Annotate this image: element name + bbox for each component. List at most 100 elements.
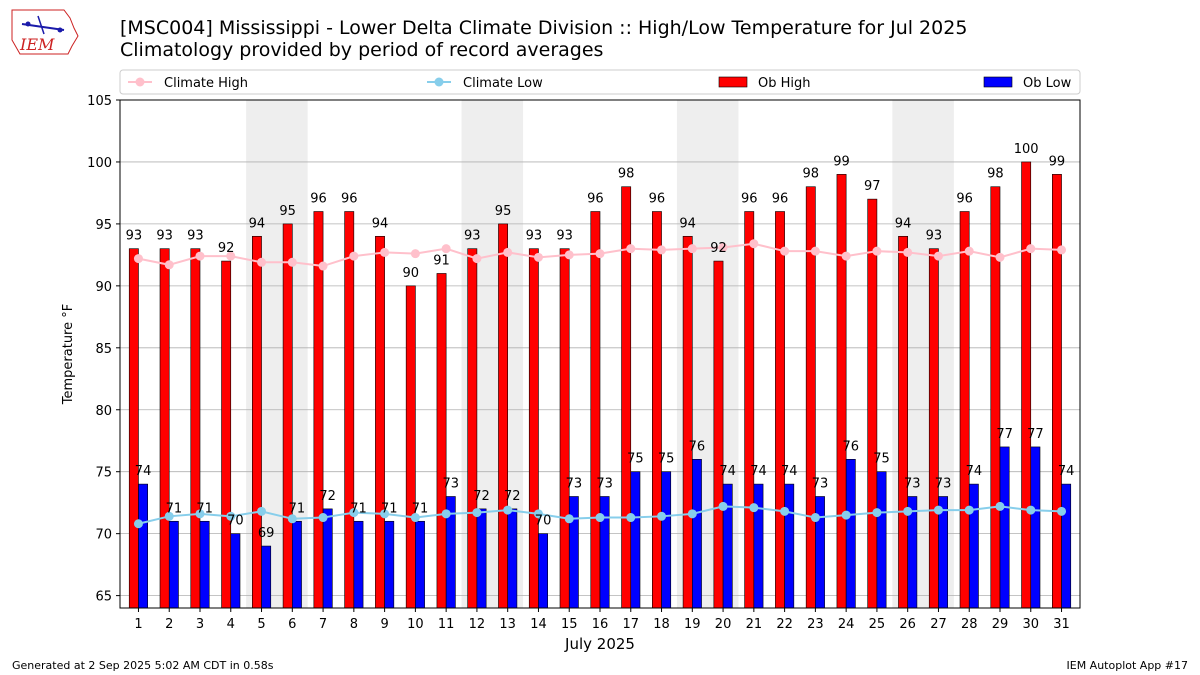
ob-high-bar	[221, 260, 232, 609]
x-tick-label: 8	[350, 617, 358, 632]
climate-high-point	[410, 249, 420, 259]
climate-high-point	[195, 251, 205, 261]
climate-low-point	[257, 506, 267, 516]
ob-high-bar	[959, 211, 970, 609]
x-tick-label: 13	[499, 617, 516, 632]
climate-high-point	[933, 251, 943, 261]
x-tick-label: 12	[469, 617, 486, 632]
y-tick-label: 95	[95, 218, 112, 233]
climate-high-point	[995, 252, 1005, 262]
ob-low-label: 73	[566, 476, 583, 491]
x-tick-label: 28	[961, 617, 978, 632]
y-tick-label: 75	[95, 466, 112, 481]
climate-low-point	[164, 511, 174, 521]
climate-high-point	[533, 252, 543, 262]
ob-low-label: 74	[135, 464, 152, 479]
y-tick-label: 100	[87, 156, 112, 171]
ob-low-label: 77	[1027, 427, 1044, 442]
legend-ob-low-label: Ob Low	[1023, 76, 1072, 91]
ob-high-bar	[1052, 174, 1062, 609]
x-axis-label: July 2025	[564, 635, 635, 653]
ob-high-label: 96	[587, 192, 604, 207]
ob-low-bar	[538, 533, 548, 609]
ob-high-label: 97	[864, 179, 881, 194]
climate-high-point	[318, 261, 328, 271]
ob-high-label: 96	[310, 192, 327, 207]
ob-low-label: 73	[935, 476, 952, 491]
ob-high-label: 98	[802, 167, 819, 182]
ob-high-bar	[836, 174, 847, 609]
ob-high-label: 98	[987, 167, 1004, 182]
ob-low-bar	[630, 471, 641, 609]
iem-logo-text: IEM	[19, 35, 55, 54]
climate-high-point	[657, 245, 667, 255]
climate-high-point	[687, 244, 697, 254]
climate-high-point	[441, 244, 451, 254]
climate-high-point	[1057, 245, 1067, 255]
climate-high-point	[595, 249, 605, 259]
ob-low-bar	[661, 471, 672, 609]
x-tick-label: 6	[288, 617, 296, 632]
ob-high-bar	[713, 260, 724, 609]
climate-low-point	[380, 509, 390, 519]
climate-high-point	[749, 239, 759, 249]
ob-high-bar	[405, 285, 416, 609]
y-tick-label: 105	[87, 94, 112, 109]
ob-high-bar	[467, 248, 478, 609]
ob-high-label: 96	[741, 192, 758, 207]
ob-low-label: 73	[904, 476, 921, 491]
x-tick-label: 23	[807, 617, 824, 632]
climate-low-point	[657, 511, 667, 521]
ob-low-label: 77	[996, 427, 1013, 442]
ob-low-label: 71	[412, 501, 429, 516]
ob-low-label: 76	[842, 439, 859, 454]
climate-low-point	[472, 508, 482, 518]
ob-high-bar	[528, 248, 539, 609]
x-tick-label: 26	[899, 617, 916, 632]
x-tick-label: 5	[257, 617, 265, 632]
x-tick-label: 7	[319, 617, 327, 632]
ob-low-label: 74	[719, 464, 736, 479]
iem-logo: IEM	[11, 9, 79, 55]
climate-low-point	[995, 501, 1005, 511]
x-tick-label: 18	[653, 617, 670, 632]
ob-high-bar	[744, 211, 755, 609]
ob-low-label: 74	[966, 464, 983, 479]
legend-box	[119, 69, 1081, 95]
x-tick-label: 10	[407, 617, 424, 632]
climate-high-point	[472, 254, 482, 264]
ob-low-bar	[784, 483, 795, 609]
ob-high-label: 96	[649, 192, 666, 207]
ob-high-bar	[159, 248, 170, 609]
x-tick-label: 2	[165, 617, 173, 632]
ob-low-bar	[261, 545, 272, 609]
x-tick-label: 3	[196, 617, 204, 632]
ob-high-label: 93	[926, 229, 943, 244]
ob-high-label: 94	[895, 216, 912, 231]
ob-high-label: 93	[464, 229, 481, 244]
ob-high-bar	[928, 248, 939, 609]
ob-low-label: 73	[442, 476, 459, 491]
ob-low-label: 75	[658, 452, 675, 467]
ob-low-label: 73	[596, 476, 613, 491]
legend-climate-high-marker	[135, 77, 145, 87]
ob-high-label: 99	[833, 154, 850, 169]
climate-low-point	[595, 513, 605, 523]
ob-high-label: 99	[1049, 154, 1066, 169]
ob-high-label: 96	[956, 192, 973, 207]
ob-low-label: 71	[381, 501, 398, 516]
chart-title-line-2: Climatology provided by period of record…	[120, 39, 604, 61]
ob-low-bar	[968, 483, 979, 609]
ob-low-label: 76	[689, 439, 706, 454]
ob-high-label: 96	[772, 192, 789, 207]
climate-high-point	[780, 246, 790, 256]
climate-low-point	[964, 505, 974, 515]
climate-high-point	[903, 247, 913, 257]
ob-low-bar	[168, 520, 179, 609]
ob-low-label: 71	[196, 501, 213, 516]
x-tick-label: 29	[992, 617, 1009, 632]
legend-climate-low-label: Climate Low	[463, 76, 543, 91]
ob-high-bar	[1021, 161, 1032, 609]
y-tick-label: 70	[95, 528, 112, 543]
climate-high-point	[287, 257, 297, 267]
